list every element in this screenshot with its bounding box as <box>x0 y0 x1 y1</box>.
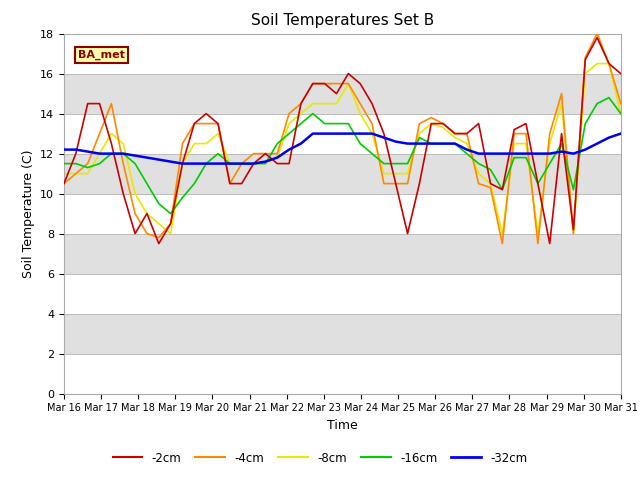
Y-axis label: Soil Temperature (C): Soil Temperature (C) <box>22 149 35 278</box>
Bar <box>64 154 621 193</box>
Bar <box>64 34 621 73</box>
Bar <box>64 234 621 274</box>
Bar <box>64 193 621 234</box>
Text: BA_met: BA_met <box>78 50 125 60</box>
Bar <box>64 313 621 354</box>
X-axis label: Time: Time <box>327 419 358 432</box>
Legend: -2cm, -4cm, -8cm, -16cm, -32cm: -2cm, -4cm, -8cm, -16cm, -32cm <box>108 447 532 469</box>
Bar <box>64 114 621 154</box>
Bar <box>64 73 621 114</box>
Bar <box>64 354 621 394</box>
Bar <box>64 274 621 313</box>
Title: Soil Temperatures Set B: Soil Temperatures Set B <box>251 13 434 28</box>
